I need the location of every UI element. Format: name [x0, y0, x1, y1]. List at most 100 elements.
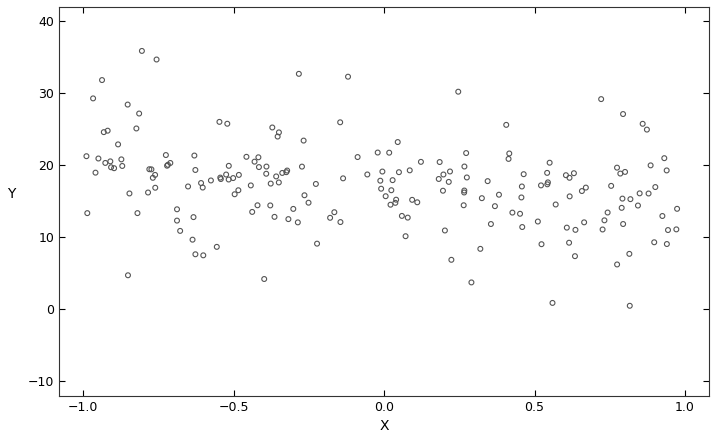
- Point: [415, 158, 427, 165]
- Point: [611, 261, 623, 268]
- Point: [190, 166, 201, 173]
- Point: [213, 118, 225, 125]
- Point: [437, 171, 449, 178]
- Point: [445, 256, 457, 263]
- Point: [245, 182, 256, 189]
- Point: [136, 48, 147, 55]
- Point: [550, 201, 561, 208]
- Point: [281, 167, 293, 174]
- Point: [563, 239, 575, 246]
- Point: [311, 240, 323, 247]
- Point: [672, 205, 683, 213]
- Point: [596, 95, 607, 103]
- Point: [643, 190, 654, 197]
- Point: [503, 155, 514, 162]
- Point: [500, 121, 512, 128]
- Point: [132, 209, 143, 216]
- Point: [541, 169, 553, 176]
- Point: [195, 180, 207, 187]
- Point: [142, 189, 154, 196]
- Point: [293, 70, 304, 77]
- Point: [392, 139, 403, 146]
- Point: [400, 233, 411, 240]
- Point: [288, 205, 299, 213]
- Point: [324, 214, 336, 221]
- Point: [112, 141, 124, 148]
- Point: [205, 177, 217, 184]
- Point: [576, 187, 588, 194]
- Point: [645, 162, 657, 169]
- Point: [130, 125, 142, 132]
- Point: [197, 184, 208, 191]
- Point: [624, 250, 635, 257]
- Point: [98, 128, 110, 136]
- Point: [404, 167, 415, 174]
- Point: [544, 159, 556, 166]
- Point: [433, 176, 445, 183]
- Point: [122, 101, 133, 108]
- Point: [632, 202, 644, 209]
- Point: [271, 173, 282, 180]
- Point: [619, 169, 631, 176]
- Point: [634, 190, 645, 197]
- Point: [211, 243, 223, 250]
- Point: [482, 178, 493, 185]
- Point: [624, 302, 636, 309]
- Point: [187, 236, 198, 243]
- Point: [384, 201, 396, 208]
- Point: [264, 202, 276, 209]
- Point: [329, 209, 340, 216]
- Point: [292, 219, 304, 226]
- Point: [569, 253, 581, 260]
- Point: [261, 170, 272, 177]
- Point: [659, 154, 670, 161]
- Point: [221, 120, 233, 127]
- Point: [579, 219, 590, 226]
- Point: [624, 196, 636, 203]
- Point: [377, 168, 388, 175]
- Point: [443, 178, 455, 185]
- Point: [564, 193, 576, 200]
- Point: [439, 227, 450, 234]
- Point: [133, 110, 145, 117]
- Point: [246, 209, 258, 216]
- Point: [276, 169, 288, 176]
- Point: [532, 218, 543, 225]
- Point: [105, 164, 117, 171]
- Point: [198, 252, 209, 259]
- Point: [334, 219, 346, 226]
- Point: [87, 95, 99, 102]
- Point: [171, 217, 183, 224]
- Point: [268, 213, 280, 220]
- Point: [386, 187, 397, 194]
- Point: [183, 183, 194, 190]
- Point: [380, 193, 392, 200]
- Point: [475, 246, 486, 253]
- Point: [518, 171, 529, 178]
- Point: [516, 224, 528, 231]
- Point: [233, 187, 244, 194]
- Point: [542, 179, 553, 186]
- Point: [303, 199, 314, 206]
- Point: [461, 174, 473, 181]
- Point: [342, 73, 354, 80]
- Point: [437, 187, 449, 194]
- Point: [661, 167, 672, 174]
- Point: [485, 220, 497, 227]
- Point: [649, 183, 661, 191]
- Point: [258, 275, 270, 282]
- Point: [459, 187, 470, 194]
- Point: [150, 171, 161, 178]
- Point: [188, 152, 200, 159]
- Point: [82, 209, 93, 216]
- Point: [597, 226, 609, 233]
- Point: [253, 154, 264, 161]
- Point: [569, 170, 580, 177]
- Point: [616, 195, 628, 202]
- Point: [402, 214, 413, 221]
- Point: [144, 166, 155, 173]
- Point: [229, 191, 241, 198]
- Point: [215, 176, 226, 183]
- Point: [296, 163, 308, 170]
- Point: [465, 279, 477, 286]
